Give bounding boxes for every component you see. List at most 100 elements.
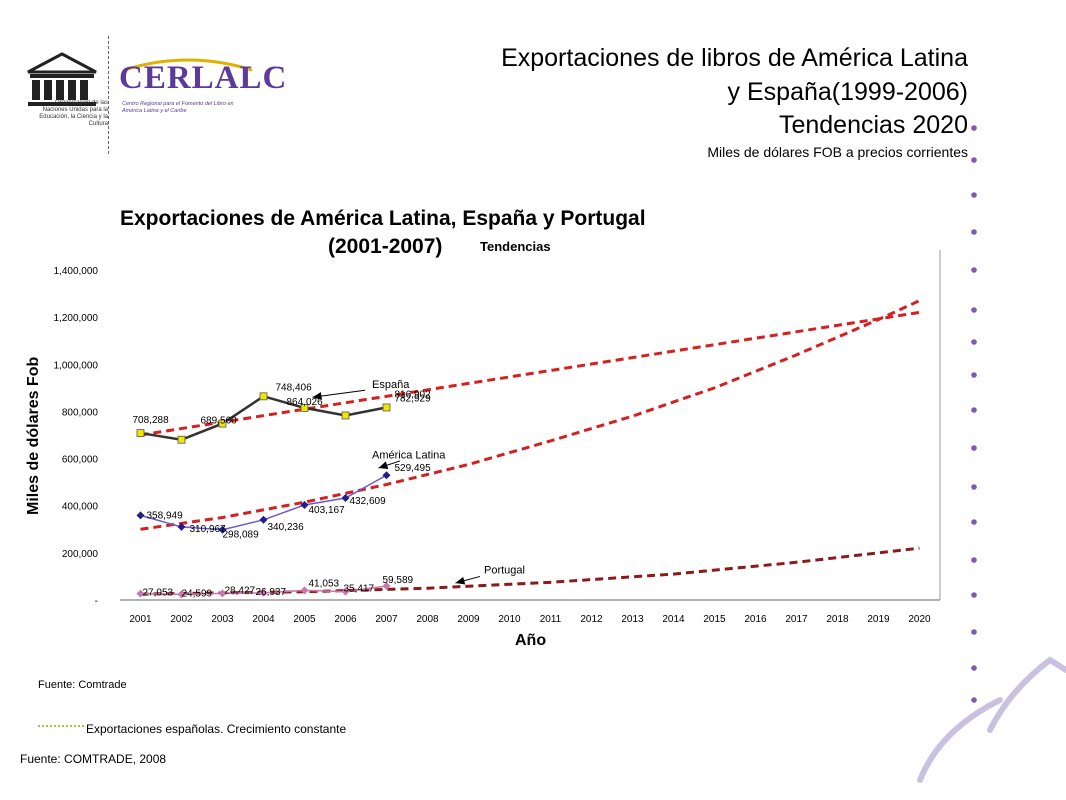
- x-tick-label: 2007: [375, 614, 398, 625]
- data-label: 864,026: [287, 397, 324, 408]
- x-tick-label: 2006: [334, 614, 357, 625]
- logo-divider: [108, 36, 110, 154]
- legend-note: Exportaciones españolas. Crecimiento con…: [38, 722, 346, 736]
- decorative-dot: [971, 192, 977, 198]
- decorative-dot: [971, 629, 977, 635]
- trend-line: [140, 299, 921, 531]
- decorative-arc-icon: [917, 656, 1066, 783]
- data-point: [218, 419, 227, 428]
- x-tick-label: 2012: [580, 614, 603, 625]
- x-tick-label: 2016: [744, 614, 767, 625]
- decorative-dot: [971, 592, 977, 598]
- x-tick-label: 2011: [540, 614, 562, 625]
- x-tick-label: 2008: [416, 614, 439, 625]
- x-tick-label: 2013: [621, 614, 644, 625]
- data-point: [136, 589, 145, 598]
- slide-title-line3: Tendencias 2020: [778, 111, 968, 139]
- cerlalc-logo: CERLALC: [119, 60, 288, 96]
- data-point: [259, 515, 268, 524]
- decorative-dot: [971, 307, 977, 313]
- x-tick-label: 2004: [252, 614, 275, 625]
- x-tick-label: 2002: [170, 614, 193, 625]
- decorative-dot: [971, 339, 977, 345]
- data-label: 26,937: [256, 587, 287, 598]
- y-axis-label: Miles de dólares Fob: [25, 357, 42, 515]
- data-label: 298,089: [223, 530, 260, 541]
- trend-line: [140, 546, 920, 596]
- data-label: 310,967: [190, 524, 227, 535]
- decorative-dot: [971, 267, 977, 273]
- data-point: [259, 588, 268, 597]
- decorative-dot: [971, 484, 977, 490]
- x-tick-label: 2018: [826, 614, 849, 625]
- decorative-dots: [971, 125, 977, 703]
- data-point: [136, 511, 145, 520]
- data-point: [177, 590, 186, 599]
- data-label: 816,902: [395, 389, 432, 400]
- y-tick-label: 200,000: [62, 549, 99, 560]
- decorative-dot: [971, 519, 977, 525]
- x-tick-label: 2005: [293, 614, 316, 625]
- chart-source: Fuente: Comtrade: [38, 679, 127, 690]
- annotation-arrowhead: [455, 576, 466, 585]
- data-label: 340,236: [268, 522, 305, 533]
- decorative-dot: [971, 557, 977, 563]
- slide-title-line1: Exportaciones de libros de América Latin…: [501, 44, 968, 72]
- annotation-arrowhead: [312, 392, 322, 401]
- chart-title-line2: (2001-2007): [328, 235, 442, 258]
- y-tick-label: 1,200,000: [54, 313, 99, 324]
- annotation-label: España: [372, 379, 410, 391]
- chart-title-suffix: Tendencias: [480, 239, 551, 254]
- data-label: 24,599: [182, 588, 213, 599]
- data-point: [382, 403, 391, 412]
- data-label: 432,609: [350, 496, 387, 507]
- y-tick-label: 600,000: [62, 455, 99, 466]
- x-tick-label: 2014: [662, 614, 685, 625]
- data-point: [136, 429, 145, 437]
- unesco-logo: [27, 52, 97, 106]
- data-label: 782,929: [395, 393, 432, 404]
- decorative-dot: [971, 697, 977, 703]
- decorative-dot: [971, 665, 977, 671]
- decorative-dot: [971, 372, 977, 378]
- x-tick-label: 2019: [867, 614, 890, 625]
- x-tick-label: 2010: [498, 614, 521, 625]
- annotation-arrowhead: [378, 461, 389, 469]
- x-tick-label: 2003: [211, 614, 234, 625]
- trend-line: [140, 310, 920, 437]
- y-tick-label: -: [95, 596, 98, 607]
- chart-plot-area: 1,400,000 1,200,000 1,000,000 800,000 600,00…: [54, 250, 941, 625]
- annotation-label: Portugal: [484, 565, 525, 577]
- decorative-dot: [971, 157, 977, 163]
- x-axis-label: Año: [515, 632, 546, 649]
- chart-title-line1: Exportaciones de América Latina, España …: [120, 207, 646, 230]
- decorative-dot: [971, 445, 977, 451]
- data-label: 41,053: [309, 578, 340, 589]
- y-tick-label: 800,000: [62, 407, 99, 418]
- data-label: 59,589: [383, 575, 414, 586]
- data-label: 708,288: [133, 415, 170, 426]
- y-tick-label: 400,000: [62, 502, 99, 513]
- data-point: [382, 581, 391, 590]
- x-tick-label: 2009: [457, 614, 480, 625]
- unesco-caption: Organización de las Naciones Unidas para…: [39, 100, 108, 127]
- data-label: 27,053: [143, 588, 174, 599]
- data-point: [259, 392, 268, 401]
- x-tick-label: 2015: [703, 614, 726, 625]
- data-point: [177, 522, 186, 531]
- annotation-label: América Latina: [372, 450, 446, 462]
- data-label: 28,427: [225, 585, 256, 596]
- data-point: [341, 587, 350, 596]
- data-label: 689,560: [201, 416, 238, 427]
- x-tick-label: 2017: [785, 614, 808, 625]
- data-point: [218, 525, 227, 534]
- decorative-dot: [971, 125, 977, 131]
- data-point: [341, 494, 350, 503]
- y-tick-label: 1,400,000: [54, 266, 99, 277]
- cerlalc-arc-icon: [123, 58, 253, 72]
- data-label: 748,406: [276, 382, 313, 393]
- data-label: 529,495: [395, 463, 432, 474]
- exports-chart: Exportaciones de América Latina, España …: [25, 207, 941, 690]
- data-point: [218, 589, 227, 598]
- slide-title-line2: y España(1999-2006): [727, 78, 968, 106]
